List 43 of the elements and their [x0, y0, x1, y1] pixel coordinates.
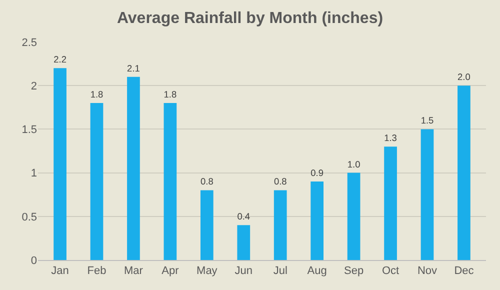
x-tick-label: Sep — [344, 265, 364, 278]
bar — [458, 86, 470, 260]
data-label: 0.4 — [237, 212, 250, 222]
x-tick-label: Jul — [273, 265, 288, 278]
data-label: 0.8 — [274, 176, 287, 187]
data-label: 1.8 — [164, 90, 177, 100]
x-tick-label: Jan — [51, 265, 69, 278]
y-tick-label: 2.5 — [22, 36, 37, 49]
data-label: 2.0 — [458, 72, 470, 82]
x-tick-label: May — [196, 265, 218, 278]
y-tick-label: 0 — [30, 254, 37, 267]
y-tick-label: 0.5 — [22, 211, 37, 224]
bar — [127, 76, 140, 260]
bar — [200, 190, 214, 260]
bar — [237, 225, 250, 260]
data-label: 2.1 — [127, 63, 140, 74]
bar — [420, 129, 434, 260]
data-label: 2.2 — [54, 54, 66, 65]
bar — [54, 68, 66, 260]
y-tick-label: 1 — [30, 168, 37, 180]
data-label: 1.5 — [420, 116, 434, 126]
x-tick-label: Aug — [307, 265, 327, 278]
bar — [274, 190, 287, 260]
x-tick-label: Jun — [234, 265, 253, 278]
bar — [310, 182, 324, 260]
y-tick-label: 2 — [30, 80, 37, 92]
bar — [164, 103, 177, 260]
x-tick-label: Nov — [417, 265, 438, 278]
data-label: 0.8 — [200, 176, 214, 187]
data-label: 1.0 — [347, 159, 360, 170]
x-tick-label: Feb — [87, 265, 106, 278]
bar — [347, 172, 360, 260]
x-tick-label: Dec — [454, 265, 474, 278]
data-label: 0.9 — [310, 168, 324, 178]
x-tick-label: Oct — [382, 265, 400, 278]
chart-title: Average Rainfall by Month (inches) — [116, 10, 384, 27]
y-tick-label: 1.5 — [22, 124, 37, 136]
x-tick-label: Mar — [124, 265, 144, 278]
data-label: 1.8 — [90, 90, 104, 100]
data-label: 1.3 — [384, 133, 397, 144]
bar — [90, 103, 104, 260]
x-tick-label: Apr — [162, 265, 180, 278]
bar — [384, 146, 397, 260]
